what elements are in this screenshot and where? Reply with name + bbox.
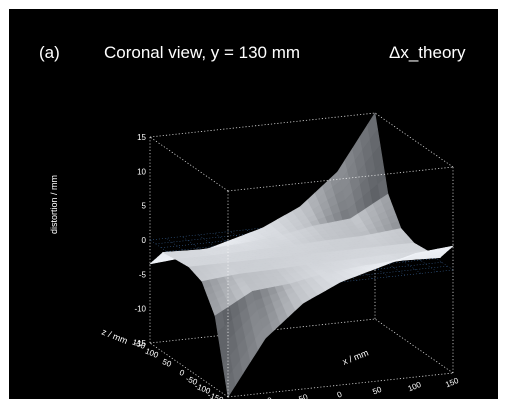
box-edge	[374, 112, 454, 168]
z-tick-label: 10	[137, 167, 146, 176]
zero-plane-line	[326, 220, 405, 276]
y-tick-label: 50	[161, 357, 173, 369]
z-axis-label: distortion / mm	[49, 175, 59, 234]
x-tick-label: 100	[407, 380, 423, 394]
zero-plane-line	[358, 217, 438, 272]
y-axis-label: z / mm	[100, 327, 129, 346]
quantity-label: Δx_theory	[389, 43, 466, 62]
y-tick-label: -150	[206, 391, 225, 399]
box-edge	[149, 136, 229, 192]
z-tick-label: 15	[137, 133, 146, 142]
surface-plot: -15-10-5051015-150-100-50050100150-150-1…	[49, 112, 461, 399]
z-tick-label: 5	[142, 202, 147, 211]
zero-plane-line	[374, 215, 454, 271]
x-tick-label: -50	[295, 392, 310, 399]
box-front-edges	[149, 112, 454, 398]
surface-facet	[441, 245, 455, 251]
box-edge	[227, 372, 454, 398]
z-tick-label: -5	[139, 270, 147, 279]
z-tick-label: -10	[134, 305, 146, 314]
box-edge	[149, 342, 229, 398]
x-tick-label: 50	[371, 385, 383, 397]
x-tick-label: 0	[336, 389, 344, 399]
zero-plane-line	[342, 219, 421, 274]
x-axis-label: x / mm	[341, 347, 370, 366]
x-tick-label: -100	[255, 395, 274, 399]
box-edge	[227, 166, 454, 192]
z-tick-label: -15	[134, 339, 146, 348]
y-tick-label: -50	[185, 374, 200, 387]
plot-title: Coronal view, y = 130 mm	[104, 43, 301, 62]
x-tick-label: 150	[444, 376, 460, 390]
box-edge	[149, 112, 376, 138]
tick-labels: -15-10-5051015-150-100-50050100150-150-1…	[131, 133, 461, 399]
surface-mesh	[148, 112, 455, 398]
box-edge	[374, 318, 454, 374]
panel-label: (a)	[39, 43, 60, 62]
y-tick-label: 100	[144, 347, 160, 361]
z-tick-label: 0	[142, 236, 147, 245]
y-tick-label: 0	[178, 368, 186, 378]
